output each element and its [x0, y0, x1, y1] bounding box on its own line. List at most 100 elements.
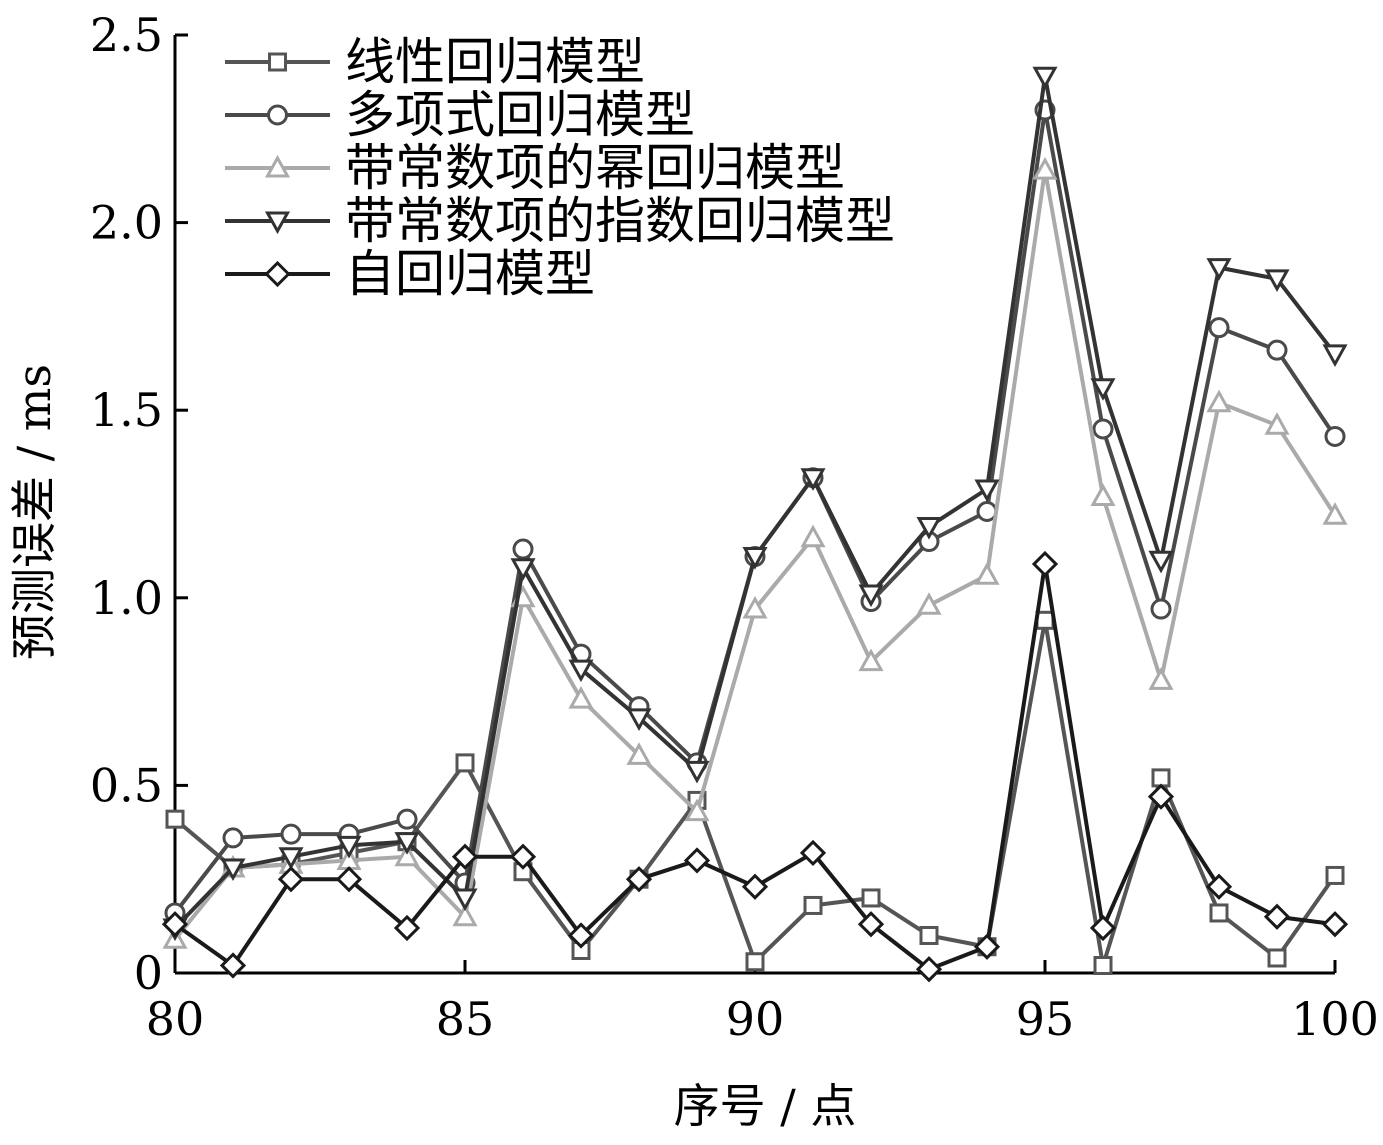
- data-point: [626, 708, 652, 731]
- data-point: [1325, 865, 1345, 885]
- data-point: [219, 952, 247, 979]
- data-point: [973, 933, 1001, 960]
- series-line: [173, 562, 1336, 972]
- data-point: [1322, 344, 1348, 368]
- y-tick-label: 1.5: [90, 383, 163, 437]
- data-point: [1208, 317, 1230, 339]
- data-point: [1089, 914, 1117, 942]
- legend-label: 带常数项的指数回归模型: [345, 192, 895, 250]
- x-axis-title: 序号 / 点: [674, 1079, 857, 1133]
- data-point: [1264, 269, 1290, 292]
- data-point: [1092, 418, 1114, 440]
- data-point: [683, 847, 711, 874]
- data-point: [452, 903, 478, 927]
- data-point: [1147, 783, 1175, 810]
- data-point: [974, 479, 1000, 503]
- data-point: [161, 911, 189, 938]
- data-point: [512, 538, 534, 560]
- data-point: [1267, 948, 1287, 968]
- data-point: [915, 956, 943, 983]
- data-point: [1205, 873, 1233, 900]
- data-point: [1209, 903, 1229, 923]
- data-point: [165, 809, 185, 829]
- data-point: [1090, 483, 1116, 506]
- data-point: [455, 753, 475, 773]
- data-point: [452, 888, 478, 912]
- data-point: [510, 558, 536, 581]
- data-point: [396, 808, 418, 830]
- data-point: [916, 592, 942, 615]
- data-point: [336, 835, 362, 859]
- legend-label: 自回归模型: [345, 245, 595, 303]
- data-point: [858, 584, 884, 608]
- data-point: [1035, 610, 1055, 630]
- data-point: [742, 595, 768, 619]
- legend-marker: [264, 260, 291, 288]
- data-point: [1032, 156, 1058, 180]
- data-point: [1263, 903, 1291, 930]
- data-point: [1032, 66, 1058, 90]
- legend-item: 自回归模型: [225, 245, 595, 303]
- data-point: [1321, 911, 1349, 938]
- data-point: [393, 914, 421, 942]
- data-point: [509, 843, 537, 870]
- data-point: [335, 866, 363, 893]
- data-point: [1206, 389, 1232, 413]
- data-point: [916, 517, 942, 540]
- data-point: [799, 839, 827, 867]
- legend-label: 线性回归模型: [345, 33, 645, 91]
- data-point: [280, 823, 302, 845]
- x-tick-label: 90: [726, 992, 785, 1046]
- y-tick-label: 2.0: [90, 196, 163, 250]
- data-point: [1324, 425, 1346, 447]
- x-tick-label: 95: [1016, 992, 1075, 1046]
- data-point: [1151, 768, 1171, 788]
- y-axis-title: 预测误差 / ms: [7, 364, 61, 660]
- data-point: [800, 468, 826, 491]
- data-point: [394, 843, 420, 867]
- y-tick-label: 1.0: [90, 571, 163, 625]
- data-point: [451, 843, 479, 870]
- legend-item: 线性回归模型: [225, 33, 645, 91]
- data-point: [626, 742, 652, 765]
- series-diamond: [161, 550, 1349, 983]
- data-point: [800, 524, 826, 548]
- data-point: [857, 911, 885, 938]
- data-point: [1031, 550, 1059, 578]
- data-point: [803, 895, 823, 915]
- data-point: [222, 827, 244, 849]
- data-point: [1148, 550, 1174, 574]
- legend-marker: [264, 154, 291, 178]
- plot-area: [161, 66, 1349, 983]
- data-point: [741, 873, 769, 900]
- data-point: [1206, 258, 1232, 281]
- x-tick-label: 100: [1291, 992, 1379, 1046]
- data-point: [278, 847, 304, 870]
- legend-label: 多项式回归模型: [345, 86, 695, 144]
- legend-label: 带常数项的幂回归模型: [345, 139, 845, 197]
- y-tick-label: 2.5: [90, 8, 163, 62]
- data-point: [742, 547, 768, 570]
- data-point: [568, 686, 594, 709]
- data-point: [1266, 339, 1288, 361]
- x-tick-label: 80: [146, 992, 205, 1046]
- legend-item: 带常数项的幂回归模型: [225, 139, 845, 197]
- data-point: [919, 925, 939, 945]
- data-point: [1148, 667, 1174, 690]
- data-point: [1093, 955, 1113, 975]
- data-point: [858, 648, 884, 672]
- data-point: [684, 798, 710, 822]
- x-tick-label: 85: [436, 992, 495, 1046]
- data-point: [220, 858, 246, 882]
- series-triangle-down: [162, 66, 1348, 942]
- data-point: [394, 832, 420, 855]
- data-point: [567, 922, 595, 949]
- axes: 0 0.5 1.0 1.5 2.0 2.5 80 85 90 95 100: [90, 8, 1379, 1046]
- legend-item: 带常数项的指数回归模型: [225, 192, 895, 250]
- data-point: [625, 866, 653, 893]
- y-tick-label: 0.5: [90, 758, 163, 812]
- data-point: [1150, 598, 1172, 620]
- data-point: [277, 866, 305, 893]
